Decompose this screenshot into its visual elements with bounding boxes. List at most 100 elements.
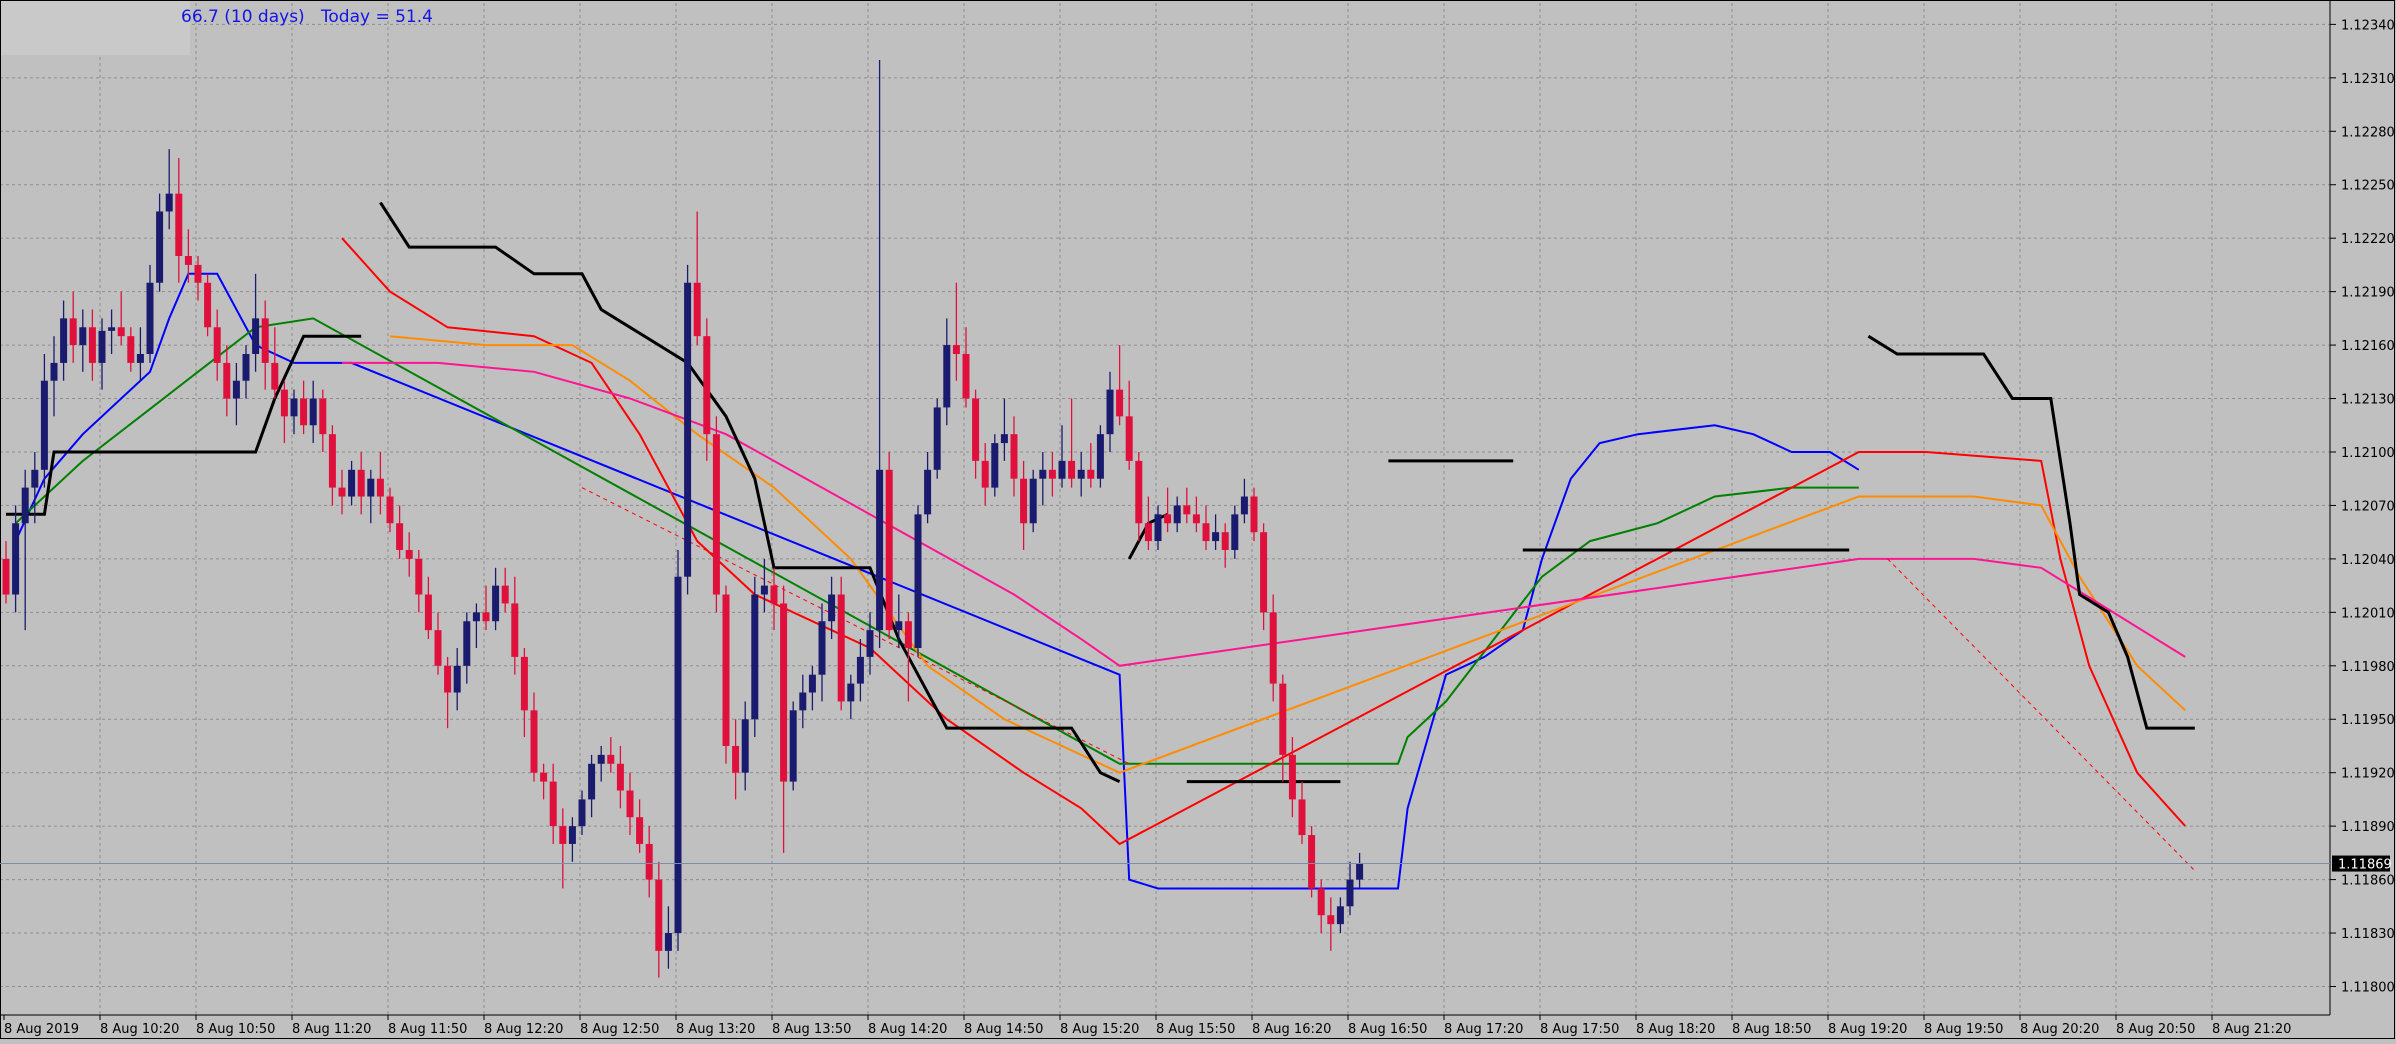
candle bbox=[204, 273, 212, 337]
candle-body bbox=[1202, 523, 1210, 542]
candle bbox=[914, 505, 922, 657]
y-tick-label: 1.11980 bbox=[2341, 660, 2395, 675]
candle bbox=[943, 318, 951, 426]
candle bbox=[492, 567, 500, 631]
x-tick-label: 8 Aug 11:50 bbox=[388, 1022, 467, 1037]
candle-body bbox=[1250, 496, 1258, 533]
candle bbox=[108, 309, 116, 354]
candle-body bbox=[232, 380, 240, 399]
candle-body bbox=[1116, 389, 1124, 417]
candle-body bbox=[79, 327, 87, 346]
candle bbox=[876, 60, 884, 648]
y-tick-label: 1.11800 bbox=[2341, 980, 2395, 995]
candle-body bbox=[348, 469, 356, 497]
candle bbox=[175, 158, 183, 283]
candle-body bbox=[1240, 496, 1248, 515]
candle bbox=[1192, 496, 1200, 533]
candle bbox=[1010, 416, 1018, 497]
y-tick-label: 1.11860 bbox=[2341, 874, 2395, 889]
candle-body bbox=[1327, 915, 1335, 925]
candle-body bbox=[1279, 683, 1287, 755]
candle bbox=[405, 532, 413, 577]
candle bbox=[856, 639, 864, 702]
candle-body bbox=[136, 353, 144, 363]
candle bbox=[626, 772, 634, 836]
moving-average-layer bbox=[14, 237, 2196, 890]
candle-body bbox=[1288, 754, 1296, 800]
y-tick-label: 1.12160 bbox=[2341, 339, 2395, 354]
candle bbox=[367, 469, 375, 524]
candle-body bbox=[50, 362, 58, 381]
candle bbox=[396, 505, 404, 559]
candle bbox=[588, 754, 596, 818]
candle bbox=[40, 353, 48, 488]
candle-body bbox=[31, 469, 39, 488]
candle-body bbox=[818, 621, 826, 675]
candle-body bbox=[204, 282, 212, 328]
current-price-label: 1.11869 bbox=[2338, 858, 2392, 873]
candle bbox=[194, 256, 202, 301]
candle bbox=[242, 345, 250, 399]
candle bbox=[693, 211, 701, 346]
candle bbox=[780, 585, 788, 853]
x-tick-label: 8 Aug 20:50 bbox=[2116, 1022, 2195, 1037]
candle bbox=[1212, 514, 1220, 550]
dashed-trend-line bbox=[581, 487, 1130, 765]
y-tick-label: 1.11830 bbox=[2341, 927, 2395, 942]
x-tick-label: 8 Aug 14:50 bbox=[964, 1022, 1043, 1037]
candle bbox=[981, 443, 989, 506]
candle bbox=[357, 451, 365, 515]
candle-body bbox=[1039, 469, 1047, 479]
candle-body bbox=[770, 585, 778, 604]
candle-body bbox=[789, 710, 797, 782]
channel-line bbox=[6, 334, 362, 516]
candle-body bbox=[837, 594, 845, 702]
candle-body bbox=[664, 933, 672, 951]
candle bbox=[2, 541, 10, 604]
channel-layer bbox=[6, 201, 2195, 784]
candle-body bbox=[376, 478, 384, 497]
channel-line bbox=[1867, 334, 2195, 730]
candle-body bbox=[693, 282, 701, 337]
candle-body bbox=[1308, 835, 1316, 889]
y-tick-label: 1.12070 bbox=[2341, 499, 2395, 514]
candle bbox=[213, 309, 221, 381]
candle-body bbox=[991, 443, 999, 488]
candle-body bbox=[472, 612, 480, 622]
candle bbox=[712, 416, 720, 613]
candle-body bbox=[732, 745, 740, 773]
candle-body bbox=[684, 282, 692, 577]
candle bbox=[463, 612, 471, 684]
x-tick-label: 8 Aug 18:50 bbox=[1732, 1022, 1811, 1037]
candle-body bbox=[751, 594, 759, 720]
candle-body bbox=[69, 318, 77, 346]
x-tick-label: 8 Aug 16:20 bbox=[1252, 1022, 1331, 1037]
candle-body bbox=[616, 763, 624, 791]
candle bbox=[309, 380, 317, 444]
candle-body bbox=[444, 665, 452, 693]
candle bbox=[136, 327, 144, 381]
candle-body bbox=[156, 211, 164, 283]
candle bbox=[319, 389, 327, 452]
candle-body bbox=[40, 380, 48, 470]
candle-body bbox=[1154, 514, 1162, 542]
candle-body bbox=[597, 754, 605, 764]
candle bbox=[1317, 879, 1325, 934]
candle bbox=[866, 612, 874, 675]
candle-body bbox=[1317, 888, 1325, 916]
x-tick-label: 8 Aug 17:50 bbox=[1540, 1022, 1619, 1037]
candle-body bbox=[655, 879, 663, 951]
candle bbox=[1039, 451, 1047, 506]
candle-body bbox=[290, 398, 298, 417]
candle-body bbox=[607, 754, 615, 764]
candle bbox=[232, 362, 240, 426]
candle bbox=[261, 300, 269, 390]
candle bbox=[1096, 425, 1104, 488]
candle-body bbox=[943, 345, 951, 408]
candle-body bbox=[252, 318, 260, 354]
candle-body bbox=[1106, 389, 1114, 435]
candle bbox=[511, 576, 519, 675]
candle bbox=[597, 745, 605, 782]
